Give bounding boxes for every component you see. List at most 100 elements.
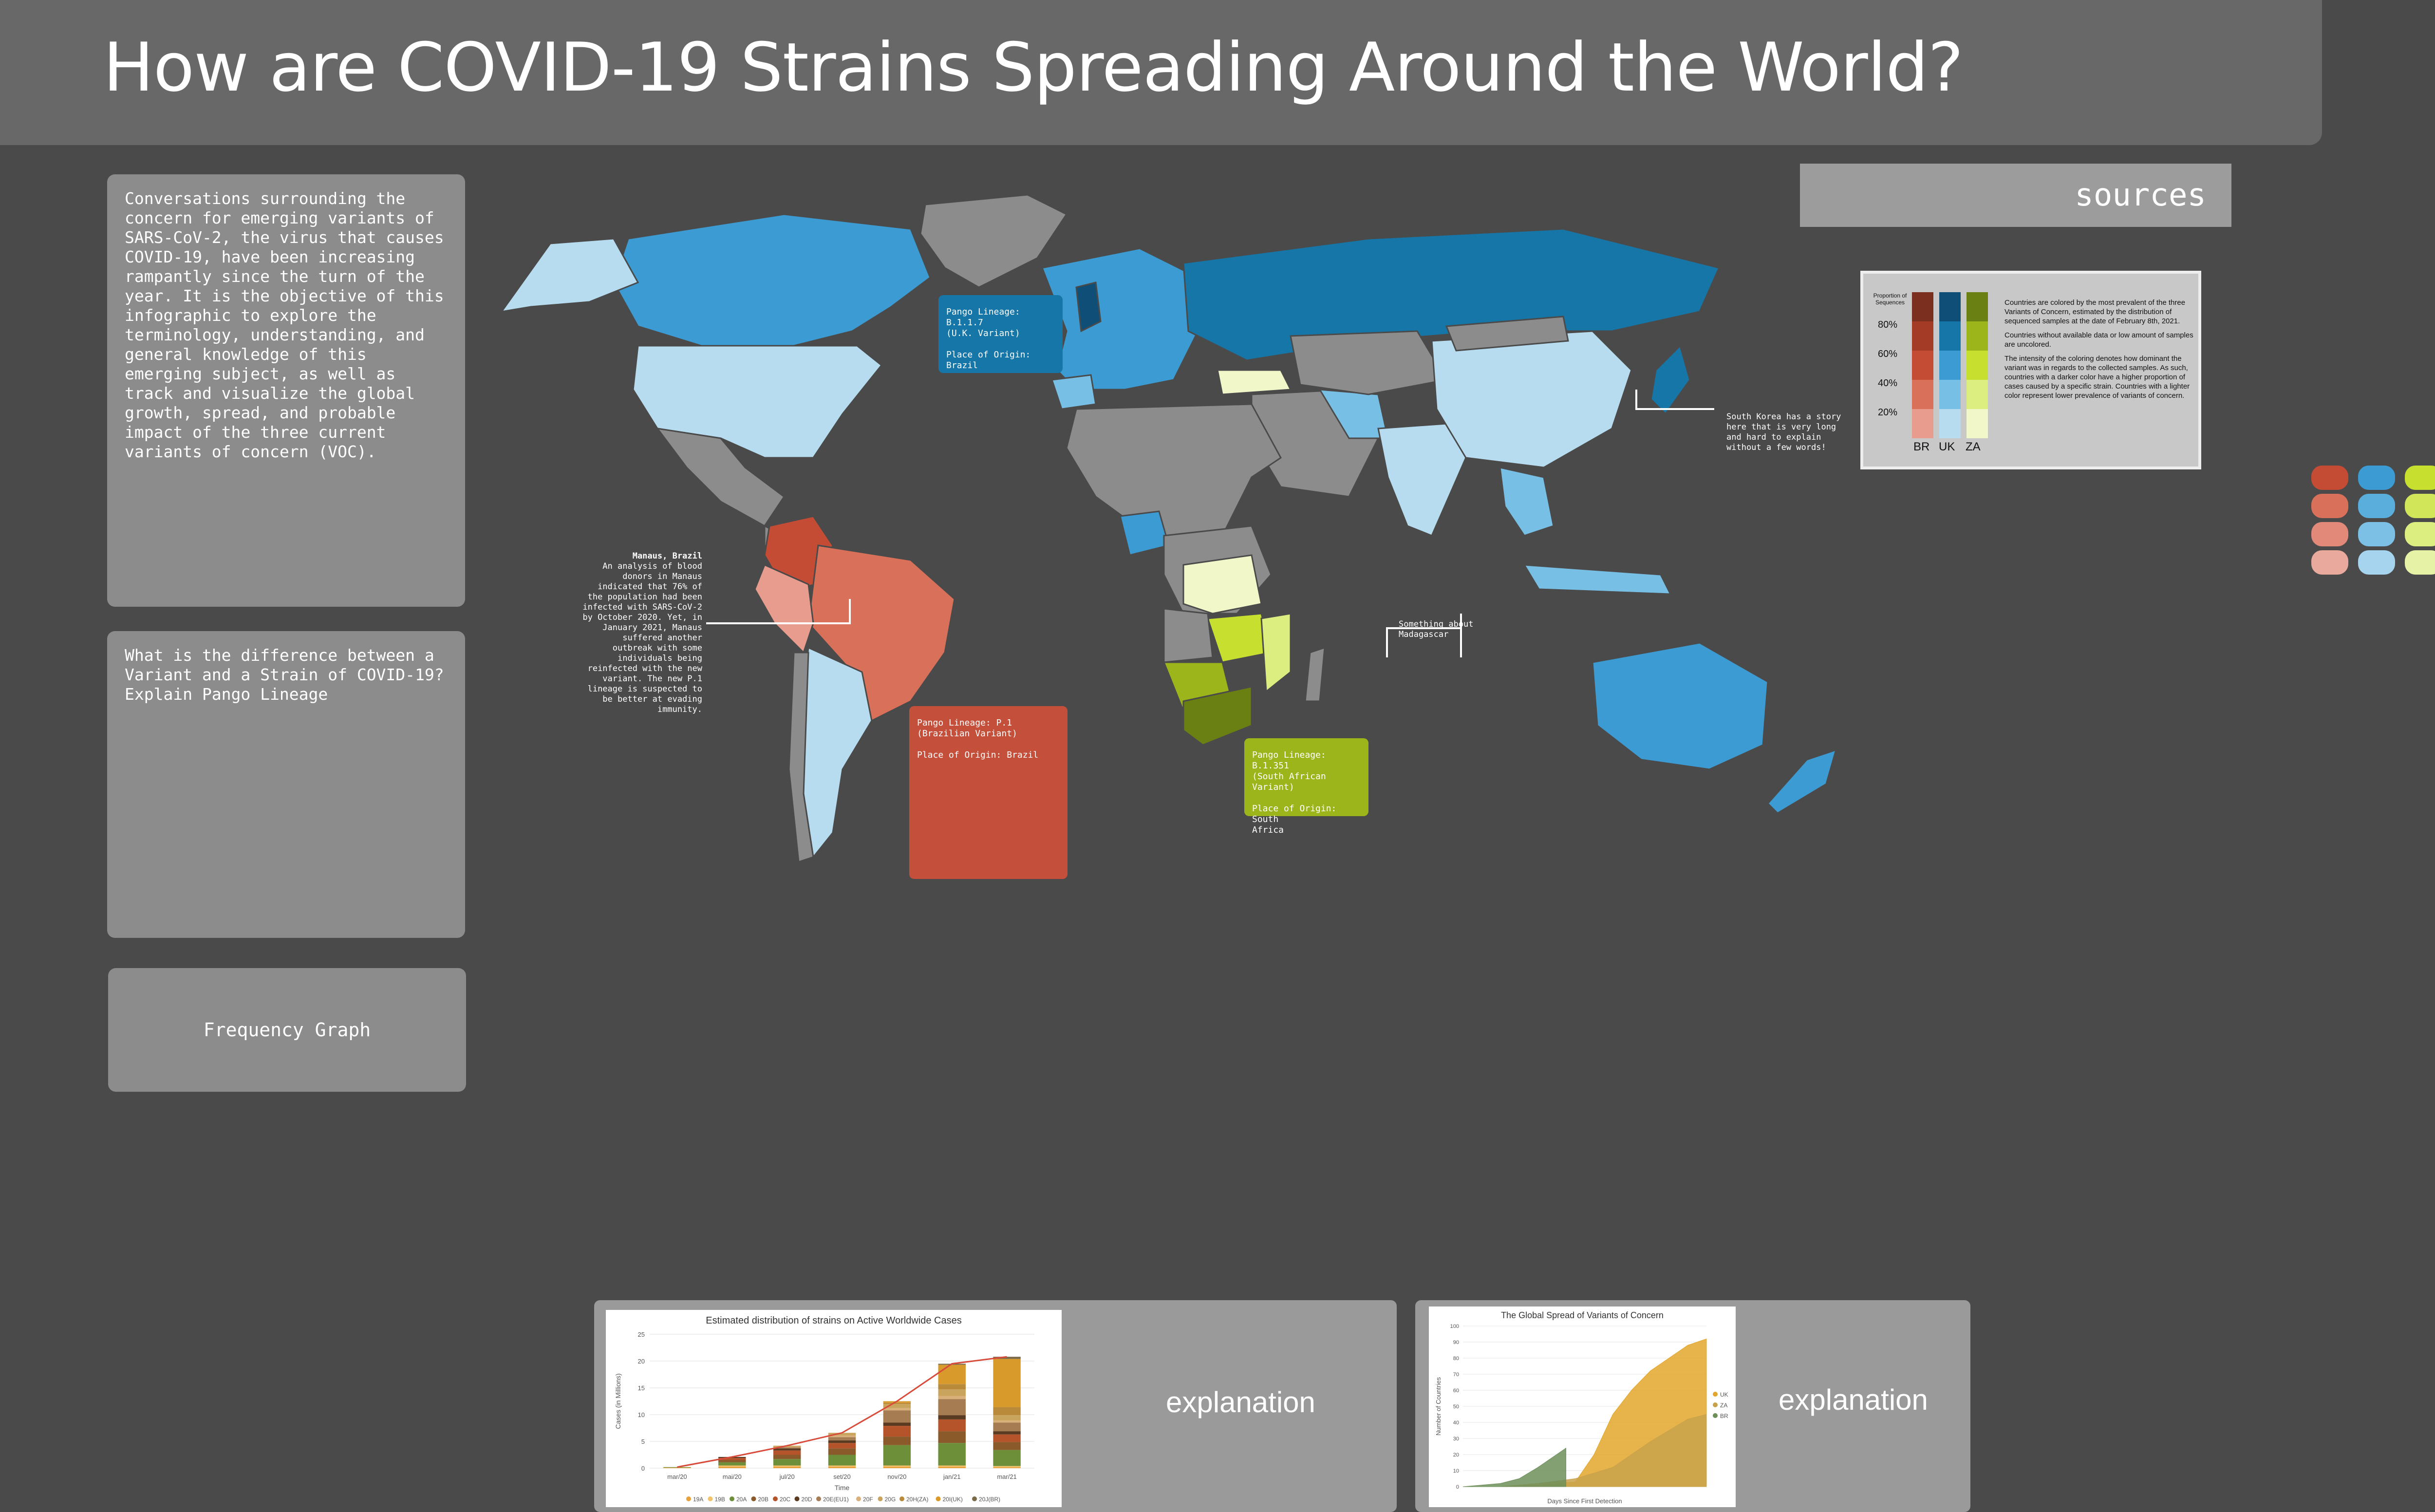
country-mozambique (1260, 613, 1292, 693)
chart1-xtick: mar/20 (667, 1473, 687, 1480)
chart1-title: Estimated distribution of strains on Act… (706, 1315, 961, 1326)
chart1-bar-19A (938, 1466, 966, 1468)
chart1-legend-marker (794, 1496, 800, 1501)
sources-label: sources (2075, 177, 2206, 213)
chart1-legend-marker (856, 1496, 861, 1501)
chart2-ytick: 20 (1453, 1452, 1459, 1458)
chart1-total-line (677, 1356, 1007, 1468)
legend-swatch-uk-3 (1939, 380, 1961, 409)
intro-panel: Conversations surrounding the concern fo… (107, 174, 465, 607)
legend-swatch-za-0 (1967, 292, 1988, 321)
chart2-ylabel: Number of Countries (1435, 1377, 1442, 1436)
chart1-legend-marker (751, 1496, 756, 1501)
chart1-bar-20G (883, 1404, 911, 1408)
chart1-bar-20E(EU1) (993, 1422, 1021, 1432)
variant-spread-svg: The Global Spread of Variants of Concern… (1435, 1310, 1728, 1505)
country-chile (788, 652, 814, 863)
chart1-bar-20D (938, 1415, 966, 1419)
chart2-ytick: 0 (1456, 1484, 1459, 1490)
palette-dot-1-2 (2405, 494, 2435, 518)
chart1-bar-20A (938, 1443, 966, 1466)
sources-button[interactable]: sources (1800, 164, 2231, 227)
chart1-ytick: 15 (638, 1384, 645, 1392)
legend-swatch-br-4 (1912, 409, 1933, 438)
chart2-ytick: 70 (1453, 1372, 1459, 1378)
chart1-ytick: 25 (638, 1331, 645, 1338)
page-title: How are COVID-19 Strains Spreading Aroun… (103, 28, 1964, 107)
chart1-ytick: 20 (638, 1358, 645, 1365)
chart2-area-BR (1462, 1447, 1567, 1487)
country-south-africa (1182, 686, 1253, 746)
country-angola (1163, 608, 1214, 663)
legend-title: Proportion of Sequences (1873, 292, 1907, 306)
map-legend: Proportion of Sequences 80% 60% 40% 20% … (1860, 271, 2201, 469)
strain-distribution-svg: Estimated distribution of strains on Act… (614, 1315, 1034, 1503)
chart1-bar-20C (938, 1419, 966, 1432)
chart2-ytick: 60 (1453, 1388, 1459, 1394)
chart2-legend-label: BR (1720, 1413, 1728, 1419)
chart1-bar-20D (828, 1440, 856, 1443)
chart1-bar-20B (938, 1431, 966, 1443)
chart1-bar-20F (828, 1435, 856, 1437)
palette-dot-2-2 (2405, 522, 2435, 546)
chart2-legend-marker (1713, 1402, 1718, 1407)
manaus-body: An analysis of blood donors in Manaus in… (582, 561, 702, 714)
legend-tick-80: 80% (1878, 319, 1898, 330)
chart1-bar-20E(EU1) (773, 1447, 801, 1449)
country-argentina (798, 646, 873, 859)
frequency-graph-button[interactable]: Frequency Graph (108, 968, 466, 1092)
legend-swatch-br-3 (1912, 380, 1933, 409)
legend-swatch-za-2 (1967, 351, 1988, 380)
palette-dot-1-1 (2358, 494, 2395, 518)
chart1-bar-20D (883, 1422, 911, 1426)
explanation-right[interactable]: explanation (1779, 1383, 1928, 1416)
country-japan (1650, 344, 1691, 415)
uk-variant-card[interactable]: Pango Lineage: B.1.1.7 (U.K. Variant) Pl… (938, 295, 1063, 373)
chart2-ytick: 40 (1453, 1420, 1459, 1426)
variant-question-panel: What is the difference between a Variant… (107, 631, 465, 938)
region-indonesia (1523, 564, 1672, 595)
legend-col-uk: UK (1939, 440, 1955, 453)
explanation-left[interactable]: explanation (1166, 1386, 1315, 1419)
legend-description: Countries are colored by the most preval… (2004, 298, 2194, 405)
intro-text: Conversations surrounding the concern fo… (125, 189, 444, 461)
chart2-ytick: 80 (1453, 1356, 1459, 1362)
world-map[interactable] (492, 185, 1855, 877)
chart1-bar-20B (773, 1455, 801, 1459)
chart1-legend-label: 20I(UK) (943, 1496, 963, 1503)
palette-dot-3-1 (2358, 550, 2395, 575)
chart1-bar-20G (938, 1389, 966, 1396)
region-southeast-asia (1499, 467, 1555, 537)
za-variant-text: Pango Lineage: B.1.351 (South African Va… (1252, 750, 1337, 835)
chart1-bar-20E(EU1) (883, 1410, 911, 1423)
chart1-bar-19B (718, 1465, 746, 1467)
legend-tick-60: 60% (1878, 349, 1898, 359)
chart1-xtick: jul/20 (779, 1473, 795, 1480)
legend-paragraph-3: The intensity of the coloring denotes ho… (2004, 355, 2190, 400)
region-east-africa (1182, 554, 1262, 615)
br-variant-card[interactable]: Pango Lineage: P.1 (Brazilian Variant) P… (909, 706, 1068, 879)
chart1-bar-20I(UK) (993, 1359, 1021, 1407)
chart1-legend-label: 20F (863, 1496, 873, 1503)
za-variant-card[interactable]: Pango Lineage: B.1.351 (South African Va… (1244, 738, 1368, 835)
korea-callout-line (1635, 390, 1714, 410)
chart1-bar-19A (773, 1466, 801, 1468)
legend-swatch-za-3 (1967, 380, 1988, 409)
chart2-title: The Global Spread of Variants of Concern (1501, 1310, 1664, 1320)
country-australia (1592, 642, 1769, 770)
chart1-legend-label: 20B (758, 1496, 768, 1503)
country-turkey (1217, 369, 1292, 395)
chart1-bar-20B (718, 1460, 746, 1462)
legend-swatch-uk-4 (1939, 409, 1961, 438)
chart1-bar-19A (718, 1466, 746, 1468)
country-nigeria (1119, 510, 1170, 556)
chart1-xtick: jan/21 (943, 1473, 960, 1480)
palette-dot-0-1 (2358, 466, 2395, 490)
chart1-legend-marker (936, 1496, 941, 1501)
region-north-africa (1066, 403, 1282, 537)
palette-dot-2-1 (2358, 522, 2395, 546)
legend-swatch-za-1 (1967, 321, 1988, 351)
chart1-xtick: mar/21 (997, 1473, 1016, 1480)
country-alaska (500, 238, 639, 313)
country-uk (1075, 281, 1102, 333)
